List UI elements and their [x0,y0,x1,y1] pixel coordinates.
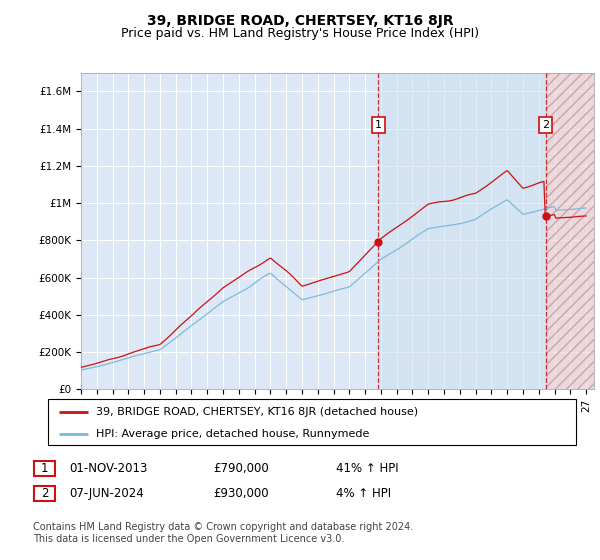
Text: £930,000: £930,000 [213,487,269,501]
Bar [378,73,545,389]
Text: £790,000: £790,000 [213,462,269,475]
Text: 2: 2 [41,487,48,501]
FancyBboxPatch shape [34,486,55,502]
FancyBboxPatch shape [34,461,55,476]
Text: 4% ↑ HPI: 4% ↑ HPI [336,487,391,501]
Text: 2: 2 [542,120,549,130]
Text: 07-JUN-2024: 07-JUN-2024 [69,487,144,501]
Text: 41% ↑ HPI: 41% ↑ HPI [336,462,398,475]
Text: Price paid vs. HM Land Registry's House Price Index (HPI): Price paid vs. HM Land Registry's House … [121,27,479,40]
Bar [545,73,594,389]
Text: 01-NOV-2013: 01-NOV-2013 [69,462,148,475]
Text: Contains HM Land Registry data © Crown copyright and database right 2024.
This d: Contains HM Land Registry data © Crown c… [33,522,413,544]
Text: 1: 1 [41,462,48,475]
Text: 1: 1 [375,120,382,130]
Text: 39, BRIDGE ROAD, CHERTSEY, KT16 8JR: 39, BRIDGE ROAD, CHERTSEY, KT16 8JR [146,14,454,28]
Text: HPI: Average price, detached house, Runnymede: HPI: Average price, detached house, Runn… [95,429,369,438]
Text: 39, BRIDGE ROAD, CHERTSEY, KT16 8JR (detached house): 39, BRIDGE ROAD, CHERTSEY, KT16 8JR (det… [95,407,418,417]
Bar [545,73,594,389]
